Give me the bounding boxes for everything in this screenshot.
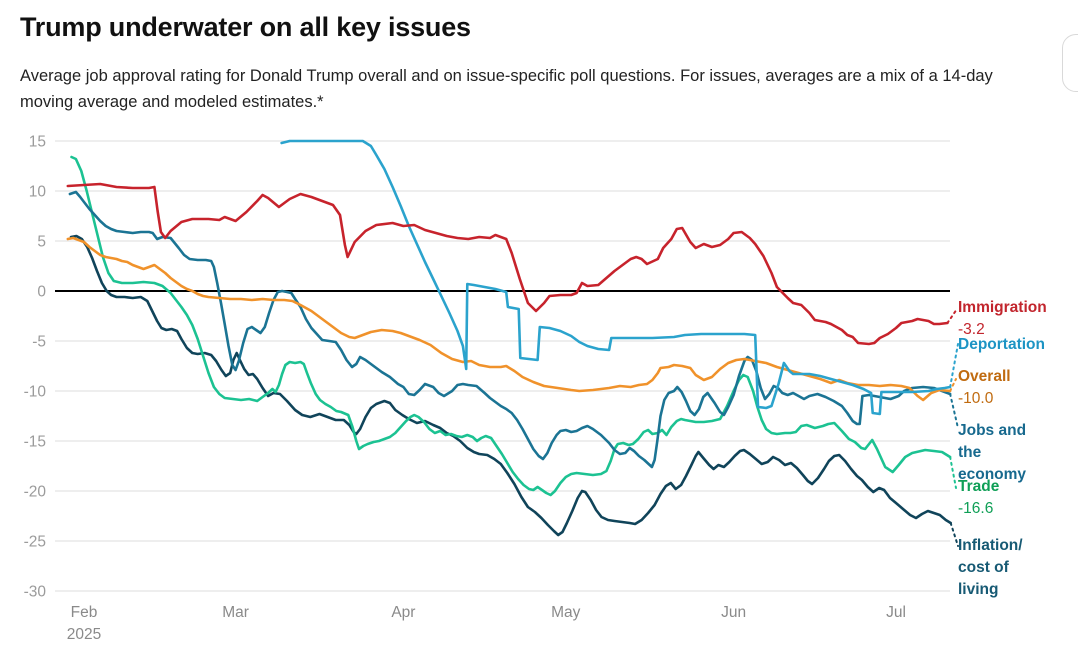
series-label-line: Trade bbox=[958, 478, 1000, 495]
series-line-deportation bbox=[280, 139, 952, 416]
series-label-line: living bbox=[958, 581, 999, 598]
series-label-line: cost of bbox=[958, 559, 1009, 576]
leader-line bbox=[949, 456, 957, 489]
series-line-jobs-and-the-economy bbox=[68, 190, 952, 469]
chart-title: Trump underwater on all key issues bbox=[20, 12, 471, 42]
y-tick-label: 10 bbox=[29, 184, 47, 201]
leader-line bbox=[949, 343, 959, 388]
y-tick-label: -25 bbox=[24, 534, 46, 551]
y-tick-label: 0 bbox=[37, 284, 46, 301]
series-line-trade bbox=[70, 155, 952, 497]
series-label-3: Overall bbox=[958, 366, 1078, 388]
series-label-line: economy bbox=[958, 466, 1027, 483]
series-label-line: Jobs and bbox=[958, 422, 1027, 439]
x-tick-label: Mar bbox=[222, 604, 249, 621]
leader-line bbox=[949, 378, 957, 392]
y-tick-label: -5 bbox=[32, 334, 46, 351]
x-tick-label: May bbox=[551, 604, 581, 621]
series-label-1: Trade bbox=[958, 476, 1078, 498]
series-line-immigration bbox=[66, 182, 949, 346]
y-tick-label: -20 bbox=[24, 484, 47, 501]
series-label-5: Immigration bbox=[958, 297, 1078, 319]
x-tick-label: Apr bbox=[391, 604, 415, 621]
leader-line bbox=[949, 522, 959, 547]
y-tick-label: -10 bbox=[24, 384, 47, 401]
series-end-value-3: -10.0 bbox=[958, 390, 994, 407]
series-label-line: Inflation/ bbox=[958, 537, 1023, 554]
y-tick-label: -15 bbox=[24, 434, 46, 451]
y-tick-label: 15 bbox=[29, 134, 46, 151]
x-tick-label: Jul bbox=[886, 604, 906, 621]
series-label-line: Immigration bbox=[958, 299, 1047, 316]
series-end-value-1: -16.6 bbox=[958, 500, 994, 517]
x-tick-sublabel: 2025 bbox=[67, 626, 101, 643]
series-label-line: Overall bbox=[958, 368, 1011, 385]
y-tick-label: 5 bbox=[37, 234, 46, 251]
x-tick-label: Feb bbox=[71, 604, 98, 621]
y-tick-label: -30 bbox=[24, 584, 47, 601]
series-label-0: Inflation/cost of living bbox=[958, 535, 1078, 601]
series-label-line: the bbox=[958, 444, 982, 461]
chart-subtitle: Average job approval rating for Donald T… bbox=[20, 67, 993, 111]
series-end-value-5: -3.2 bbox=[958, 321, 985, 338]
series-line-inflation-cost-of-living bbox=[69, 234, 953, 537]
x-tick-label: Jun bbox=[721, 604, 746, 621]
series-label-2: Jobs and the economy bbox=[958, 420, 1078, 486]
leader-line bbox=[949, 393, 959, 429]
cropped-edge-widget[interactable] bbox=[1062, 34, 1078, 92]
series-label-4: Deportation bbox=[958, 334, 1078, 356]
series-label-line: Deportation bbox=[958, 336, 1045, 353]
leader-line bbox=[946, 308, 958, 324]
